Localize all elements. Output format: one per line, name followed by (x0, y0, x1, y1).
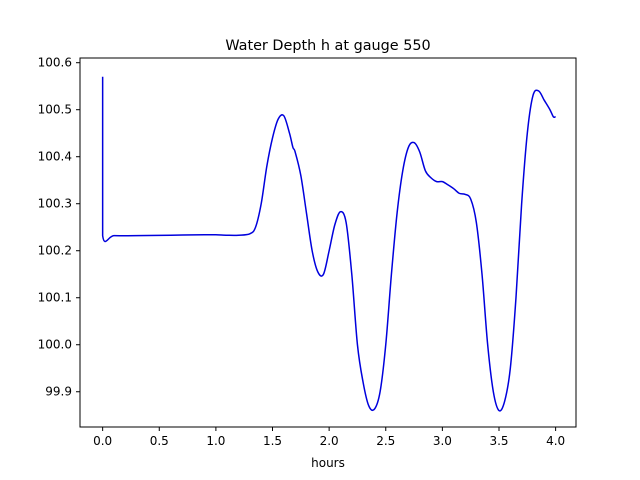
x-axis-ticks: 0.0 0.5 1.0 1.5 2.0 2.5 3.0 3.5 4.0 (93, 427, 565, 448)
x-tick-label: 1.5 (263, 434, 282, 448)
y-tick-label: 100.3 (38, 197, 72, 211)
y-tick-label: 100.2 (38, 244, 72, 258)
x-tick-label: 3.0 (433, 434, 452, 448)
y-tick-label: 99.9 (45, 385, 72, 399)
x-tick-label: 4.0 (546, 434, 565, 448)
x-tick-label: 0.0 (93, 434, 112, 448)
chart-title: Water Depth h at gauge 550 (225, 38, 430, 54)
x-axis-label: hours (311, 456, 345, 470)
x-tick-label: 2.5 (376, 434, 395, 448)
x-tick-label: 3.5 (489, 434, 508, 448)
y-tick-label: 100.0 (38, 338, 72, 352)
y-tick-label: 100.4 (38, 150, 72, 164)
y-axis-ticks: 99.9 100.0 100.1 100.2 100.3 100.4 100.5 100.6 (38, 56, 80, 399)
axes-frame (79, 57, 577, 428)
x-tick-label: 1.0 (206, 434, 225, 448)
y-tick-label: 100.1 (38, 291, 72, 305)
series-line (101, 76, 556, 412)
y-tick-label: 100.5 (38, 103, 72, 117)
plot-area (101, 76, 556, 412)
y-tick-label: 100.6 (38, 56, 72, 70)
x-tick-label: 0.5 (150, 434, 169, 448)
x-tick-label: 2.0 (320, 434, 339, 448)
